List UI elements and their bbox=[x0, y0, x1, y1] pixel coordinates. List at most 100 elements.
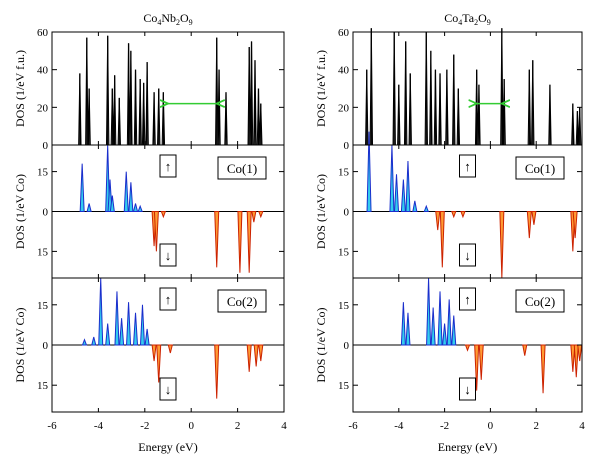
spin-up-peak bbox=[412, 200, 418, 212]
spin-up-arrow-icon: ↑ bbox=[464, 159, 471, 174]
title-part-sub3: 9 bbox=[487, 18, 491, 27]
spin-up-peak bbox=[137, 204, 143, 212]
panel-frame bbox=[352, 31, 583, 146]
spin-up-arrow-icon: ↑ bbox=[165, 159, 172, 174]
spin-down-peak bbox=[464, 344, 471, 352]
y-tick-label: 15 bbox=[338, 246, 350, 258]
spin-up-peak bbox=[366, 131, 372, 212]
y-axis-label: DOS (1/eV f.u.) bbox=[13, 50, 27, 127]
x-tick-label: -4 bbox=[94, 420, 104, 432]
y-tick-label: 0 bbox=[344, 140, 350, 152]
x-tick-label: 0 bbox=[188, 420, 194, 432]
spin-down-arrow-icon: ↓ bbox=[165, 248, 172, 263]
title-part-sub2: 2 bbox=[176, 18, 180, 27]
spin-up-box bbox=[159, 287, 177, 311]
y-axis-label: DOS (1/eV Co) bbox=[314, 174, 328, 249]
spin-down-peak bbox=[167, 344, 173, 354]
spin-up-peak bbox=[123, 171, 129, 212]
spin-up-peak bbox=[144, 328, 150, 346]
spin-up-peak bbox=[400, 179, 406, 212]
spin-up-peak bbox=[132, 312, 139, 346]
site-label-box bbox=[217, 289, 267, 313]
spin-up-peak bbox=[91, 336, 97, 346]
spin-up-peak bbox=[81, 338, 88, 346]
x-tick-label: 4 bbox=[281, 420, 287, 432]
spin-down-peak bbox=[253, 344, 259, 367]
x-tick-label: 4 bbox=[579, 420, 585, 432]
spin-down-peak bbox=[214, 211, 220, 268]
spin-up-peak bbox=[400, 302, 406, 346]
spin-up-peak bbox=[405, 312, 411, 346]
title-part-main: Co bbox=[444, 11, 458, 25]
spin-down-peak bbox=[460, 211, 466, 219]
spin-down-peak bbox=[258, 344, 264, 362]
panel-spin-3: DOS (1/eV Co) 15 0 15 ↑ ↓ Co(2) bbox=[13, 277, 285, 413]
spin-down-peak bbox=[526, 211, 532, 239]
spin-up-box bbox=[159, 154, 177, 178]
y-tick-label: 40 bbox=[37, 65, 49, 77]
x-tick-label: -2 bbox=[140, 420, 149, 432]
y-tick-label: 15 bbox=[338, 380, 350, 392]
spin-up-peak bbox=[446, 299, 452, 346]
x-tick-label: -6 bbox=[47, 420, 57, 432]
site-label: Co(2) bbox=[525, 294, 555, 309]
spin-down-peak bbox=[573, 344, 579, 378]
y-axis-label: DOS (1/eV Co) bbox=[13, 174, 27, 249]
title-part-sub1: 4 bbox=[458, 18, 462, 27]
spin-down-peak bbox=[258, 211, 264, 219]
y-tick-label: 15 bbox=[338, 300, 350, 312]
y-tick-label: 15 bbox=[37, 246, 49, 258]
x-tick-label: 2 bbox=[235, 420, 241, 432]
x-axis-label: Energy (eV) bbox=[138, 440, 197, 454]
spin-up-peak bbox=[109, 195, 115, 212]
spin-down-peak bbox=[499, 211, 505, 279]
y-axis-label: DOS (1/eV f.u.) bbox=[314, 50, 328, 127]
spin-down-arrow-icon: ↓ bbox=[165, 382, 172, 397]
x-axis-label: Energy (eV) bbox=[438, 440, 497, 454]
spin-up-peak bbox=[79, 163, 85, 212]
spin-up-arrow-icon: ↑ bbox=[165, 292, 172, 307]
y-tick-label: 0 bbox=[43, 140, 49, 152]
spin-up-peak bbox=[98, 277, 104, 346]
y-tick-label: 0 bbox=[43, 340, 49, 352]
panel-frame bbox=[352, 277, 583, 413]
x-tick-label: 2 bbox=[533, 420, 539, 432]
spin-down-box bbox=[459, 243, 476, 267]
title-part-sub3: 9 bbox=[189, 18, 193, 27]
title-part-main: Co bbox=[143, 11, 157, 25]
site-label-box bbox=[515, 156, 565, 180]
site-label-box bbox=[515, 289, 565, 313]
spin-up-peak bbox=[389, 144, 395, 212]
y-tick-label: 60 bbox=[37, 27, 49, 39]
spin-down-peak bbox=[237, 211, 243, 273]
spin-up-arrow-icon: ↑ bbox=[464, 292, 471, 307]
site-label-box bbox=[217, 156, 267, 180]
y-tick-label: 0 bbox=[43, 207, 49, 219]
title-part-mid: Ta bbox=[462, 11, 474, 25]
spin-down-peak bbox=[439, 211, 445, 268]
spin-up-peak bbox=[114, 291, 120, 346]
spin-down-peak bbox=[435, 211, 441, 231]
spin-up-peak bbox=[132, 203, 139, 212]
total-dos-line bbox=[353, 28, 582, 146]
spin-up-peak bbox=[423, 204, 430, 212]
y-tick-label: 15 bbox=[338, 167, 350, 179]
spin-down-peak bbox=[577, 344, 583, 362]
spin-down-peak bbox=[474, 344, 480, 391]
spin-up-peak bbox=[139, 304, 146, 346]
column-title: Co4Nb2O9 bbox=[143, 11, 192, 27]
title-part-sub2: 2 bbox=[474, 18, 478, 27]
spin-down-peak bbox=[531, 211, 537, 225]
spin-down-peak bbox=[214, 344, 220, 399]
spin-down-peak bbox=[156, 344, 162, 383]
x-tick-label: -2 bbox=[440, 420, 449, 432]
y-tick-label: 0 bbox=[344, 207, 350, 219]
panel-total-1: DOS (1/eV f.u.) 0 20 40 60 bbox=[13, 27, 285, 152]
title-part-mid: Nb bbox=[161, 11, 176, 25]
y-tick-label: 20 bbox=[338, 102, 350, 114]
spin-up-peak bbox=[437, 291, 443, 346]
spin-down-peak bbox=[251, 211, 257, 223]
panel-spin-2: DOS (1/eV Co) 15 0 15 ↑ ↓ Co(1) bbox=[314, 131, 583, 279]
